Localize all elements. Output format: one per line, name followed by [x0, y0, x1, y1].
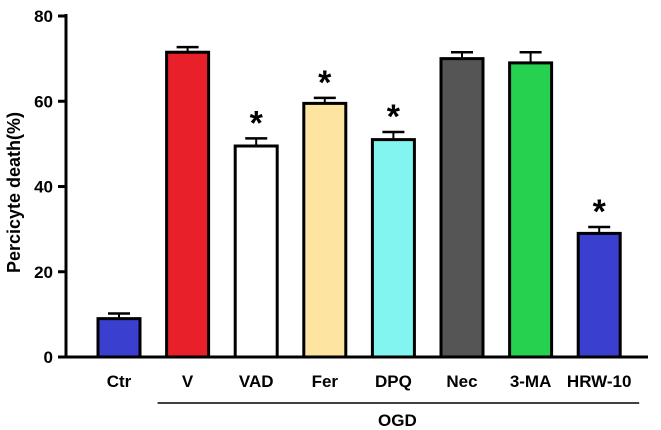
significance-star: *: [250, 104, 264, 142]
bar-vad: [233, 144, 279, 359]
significance-star: *: [318, 64, 332, 102]
y-tick-label: 80: [34, 7, 53, 26]
significance-markers: * * * *: [250, 64, 607, 231]
y-ticks: 0 20 40 60 80: [34, 7, 66, 367]
y-tick-label: 20: [34, 263, 53, 282]
x-tick-label: HRW-10: [567, 372, 632, 391]
axes: [64, 14, 648, 359]
x-tick-label: VAD: [239, 372, 274, 391]
x-tick-label: 3-MA: [510, 372, 552, 391]
x-tick-label: DPQ: [375, 372, 412, 391]
bar-ctr: [96, 317, 142, 359]
bar-nec: [439, 57, 485, 359]
significance-star: *: [387, 98, 401, 136]
bar-fer: [302, 101, 348, 359]
x-tick-label: Nec: [446, 372, 477, 391]
bars: [96, 50, 622, 359]
x-tick-label: V: [182, 372, 194, 391]
bar-hrw-10: [576, 231, 622, 359]
y-tick-label: 60: [34, 92, 53, 111]
group-label: OGD: [378, 411, 417, 430]
y-axis-label: Percicyte death(%): [4, 112, 24, 273]
bar-v: [165, 50, 211, 359]
x-tick-labels: Ctr V VAD Fer DPQ Nec 3-MA HRW-10: [107, 372, 632, 391]
bar-dpq: [370, 138, 416, 359]
y-tick-label: 40: [34, 178, 53, 197]
bar-3-ma: [508, 61, 554, 359]
y-tick-label: 0: [44, 348, 53, 367]
error-bars: [108, 45, 611, 319]
significance-star: *: [593, 193, 607, 231]
x-tick-label: Fer: [312, 372, 339, 391]
x-tick-label: Ctr: [107, 372, 132, 391]
